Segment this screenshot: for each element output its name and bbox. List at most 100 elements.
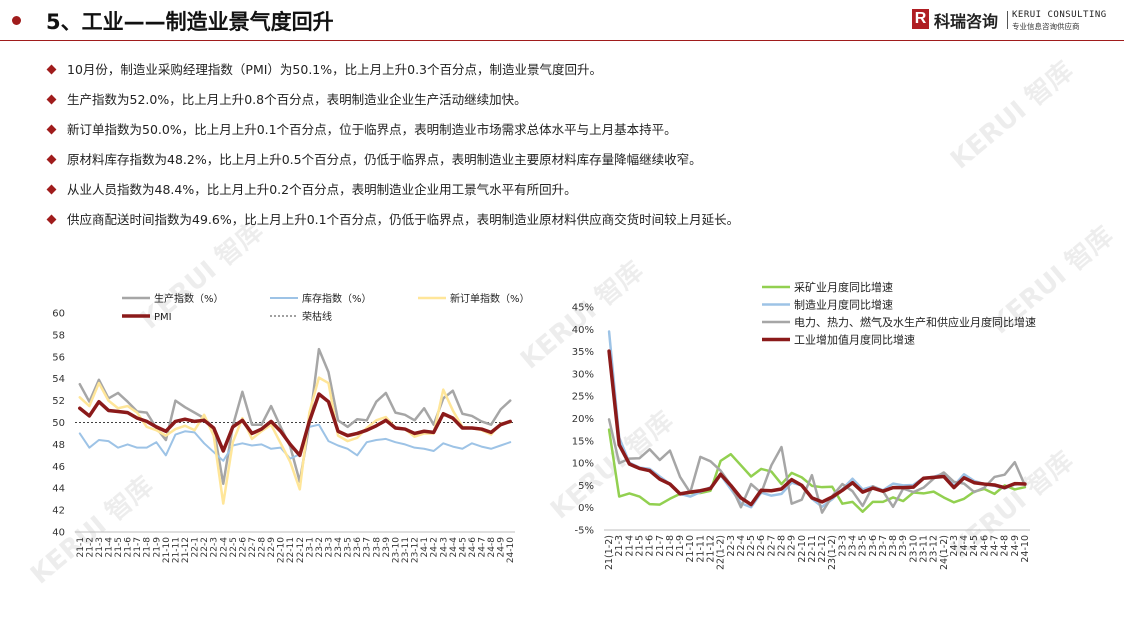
y-tick-label: 35% (572, 347, 594, 358)
legend-label: 工业增加值月度同比增速 (794, 333, 915, 347)
x-tick-label: 22-8 (777, 535, 788, 557)
x-tick-label: 24-9 (497, 537, 507, 558)
x-tick-label: 24-4 (959, 535, 970, 557)
x-tick-label: 21(1-2) (604, 535, 615, 570)
x-tick-label: 21-4 (104, 537, 114, 558)
x-tick-label: 22-3 (210, 537, 220, 557)
y-tick-label: 40% (572, 325, 594, 336)
x-tick-label: 21-8 (143, 537, 153, 558)
x-tick-label: 23-6 (353, 537, 363, 558)
x-tick-label: 23-12 (411, 537, 421, 563)
x-tick-label: 22-10 (797, 535, 808, 563)
watermark: KERUI 智库 (545, 406, 679, 525)
x-tick-label: 22-12 (817, 535, 828, 563)
y-tick-label: 5% (578, 481, 594, 492)
series-line (78, 376, 512, 505)
bullet: 原材料库存指数为48.2%，比上月上升0.5个百分点，仍低于临界点，表明制造业主… (48, 149, 702, 168)
x-tick-label: 22-1 (191, 537, 201, 557)
x-tick-label: 23-5 (858, 535, 869, 557)
y-tick-label: 10% (572, 459, 594, 470)
x-tick-label: 21-2 (85, 537, 95, 557)
series-line (607, 418, 1027, 514)
watermark: KERUI 智库 (945, 56, 1079, 175)
x-tick-label: 24-4 (449, 537, 459, 558)
x-tick-label: 21-6 (645, 535, 656, 557)
x-tick-label: 24(1-2) (939, 535, 950, 570)
y-tick-label: -5% (575, 526, 594, 537)
series-line (78, 423, 512, 462)
y-tick-label: 46 (52, 462, 65, 473)
x-tick-label: 21-4 (624, 535, 635, 557)
x-tick-label: 23-5 (344, 537, 354, 557)
x-tick-label: 23-4 (334, 537, 344, 558)
legend-label: 生产指数（%） (154, 292, 224, 305)
x-tick-label: 22-6 (756, 535, 767, 557)
chart: -5%0%5%10%15%20%25%30%35%40%45%21(1-2) 21… (572, 280, 1036, 570)
x-tick-label: 22-6 (238, 537, 248, 558)
x-tick-label: 23(1-2) (827, 535, 838, 570)
y-tick-label: 50 (52, 418, 65, 429)
x-tick-label: 24-7 (478, 537, 488, 557)
x-tick-label: 24-7 (990, 535, 1001, 557)
legend-label: 制造业月度同比增速 (794, 298, 893, 312)
x-tick-label: 23-1 (305, 537, 315, 557)
x-tick-label: 24-5 (969, 535, 980, 557)
legend-label: 荣枯线 (302, 310, 332, 323)
x-tick-label: 21-9 (152, 537, 162, 558)
x-tick-label: 22-9 (787, 535, 798, 557)
x-tick-label: 24-6 (979, 535, 990, 557)
x-tick-label: 23-8 (372, 537, 382, 558)
legend-label: 新订单指数（%） (450, 292, 530, 305)
y-tick-label: 40 (52, 528, 65, 539)
header-dot (12, 16, 21, 25)
x-tick-label: 22-12 (296, 537, 306, 563)
x-tick-label: 24-8 (1000, 535, 1011, 557)
logo-text: 科瑞咨询 (934, 12, 999, 31)
y-tick-label: 58 (52, 330, 65, 341)
x-tick-label: 22-9 (267, 537, 277, 558)
legend-label: 库存指数（%） (302, 292, 372, 305)
logo-icon: R (912, 9, 929, 29)
x-tick-label: 23-10 (391, 537, 401, 563)
x-tick-label: 24-10 (506, 537, 516, 563)
x-tick-label: 21-3 (614, 535, 625, 557)
bullet: 10月份，制造业采购经理指数（PMI）为50.1%，比上月上升0.3个百分点，制… (48, 59, 602, 78)
x-tick-label: 22-2 (200, 537, 210, 557)
x-tick-label: 22-3 (726, 535, 737, 557)
x-tick-label: 24-2 (430, 537, 440, 557)
y-tick-label: 44 (52, 484, 65, 495)
x-tick-label: 22-10 (277, 537, 287, 563)
series-line (78, 392, 512, 458)
x-tick-label: 21-11 (695, 535, 706, 563)
x-tick-label: 21-12 (706, 535, 717, 563)
y-tick-label: 54 (52, 374, 65, 385)
x-tick-label: 21-5 (635, 535, 646, 557)
x-tick-label: 21-5 (114, 537, 124, 557)
x-tick-label: 21-3 (95, 537, 105, 557)
x-tick-label: 22-11 (286, 537, 296, 563)
x-tick-label: 21-10 (685, 535, 696, 563)
x-tick-label: 23-8 (888, 535, 899, 557)
x-tick-label: 22-5 (229, 537, 239, 557)
x-tick-label: 23-10 (908, 535, 919, 563)
series-line (607, 428, 1027, 513)
x-tick-label: 24-10 (1020, 535, 1031, 563)
x-tick-label: 23-2 (315, 537, 325, 557)
x-tick-label: 21-9 (675, 535, 686, 557)
x-tick-label: 23-4 (848, 535, 859, 557)
x-tick-label: 21-8 (665, 535, 676, 557)
x-tick-label: 24-8 (487, 537, 497, 558)
watermark: KERUI 智库 (25, 471, 159, 590)
y-tick-label: 48 (52, 440, 65, 451)
x-tick-label: 23-3 (324, 537, 334, 557)
x-tick-label: 23-7 (363, 537, 373, 557)
x-tick-label: 24-9 (1010, 535, 1021, 557)
bullet: 生产指数为52.0%，比上月上升0.8个百分点，表明制造业企业生产活动继续加快。 (48, 89, 527, 108)
x-tick-label: 23-11 (401, 537, 411, 563)
x-tick-label: 21-7 (133, 537, 143, 557)
x-tick-label: 24-6 (468, 537, 478, 558)
x-tick-label: 23-9 (382, 537, 392, 558)
x-tick-label: 22-11 (807, 535, 818, 563)
legend-label: 采矿业月度同比增速 (794, 280, 893, 294)
